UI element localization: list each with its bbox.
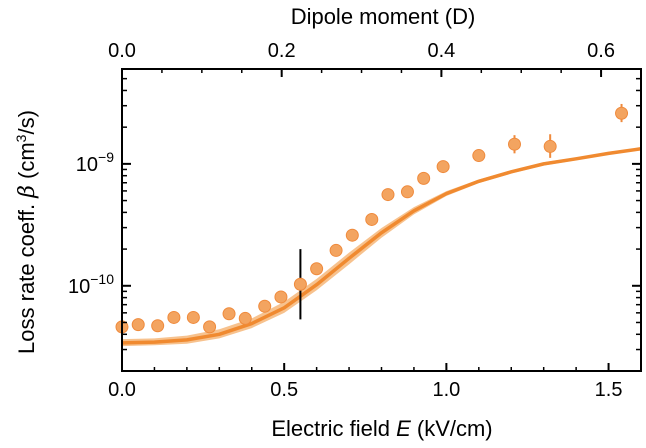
data-point xyxy=(400,185,414,199)
y-tick-label: 10−9 xyxy=(76,149,114,176)
data-point xyxy=(222,307,236,321)
data-point xyxy=(274,290,288,304)
tick-layer: 0.0 0.5 1.0 1.5 0.0 0.2 0.4 0.6 10−10 10−9 xyxy=(68,40,641,401)
x-tick-label-top: 0.0 xyxy=(108,40,136,62)
data-point xyxy=(472,149,486,163)
data-point xyxy=(238,311,252,325)
data-point xyxy=(131,318,145,332)
data-point xyxy=(417,171,431,185)
x-axis-title-bottom: Electric field E (kV/cm) xyxy=(271,416,492,441)
model-uncertainty-band xyxy=(122,147,641,347)
x-tick-label-top: 0.6 xyxy=(587,40,615,62)
x-tick-label-bottom: 0.5 xyxy=(270,379,298,401)
x-tick-label-bottom: 1.5 xyxy=(595,379,623,401)
data-point xyxy=(615,106,629,120)
errorbar-layer xyxy=(299,103,623,320)
model-band-layer xyxy=(122,147,641,347)
data-point xyxy=(381,188,395,202)
model-line xyxy=(121,147,642,345)
data-point xyxy=(436,160,450,174)
data-point xyxy=(186,310,200,324)
data-point xyxy=(310,262,324,276)
x-axis-title-top: Dipole moment (D) xyxy=(291,4,476,29)
x-tick-label-bottom: 0.0 xyxy=(108,379,136,401)
data-point xyxy=(345,228,359,242)
x-tick-label-top: 0.4 xyxy=(427,40,455,62)
data-point xyxy=(543,139,557,153)
plot-frame xyxy=(121,68,642,372)
data-point-layer xyxy=(115,106,629,334)
data-point xyxy=(329,243,343,257)
y-axis-title: Loss rate coeff. β (cm3/s) xyxy=(13,110,40,354)
data-point xyxy=(151,319,165,333)
data-point xyxy=(203,320,217,334)
model-line-layer xyxy=(121,147,642,345)
y-tick-label: 10−10 xyxy=(68,271,114,298)
data-point xyxy=(293,277,307,291)
data-point xyxy=(167,310,181,324)
data-point xyxy=(365,212,379,226)
x-tick-label-bottom: 1.0 xyxy=(432,379,460,401)
x-tick-label-top: 0.2 xyxy=(268,40,296,62)
data-point xyxy=(258,299,272,313)
data-point xyxy=(507,137,521,151)
